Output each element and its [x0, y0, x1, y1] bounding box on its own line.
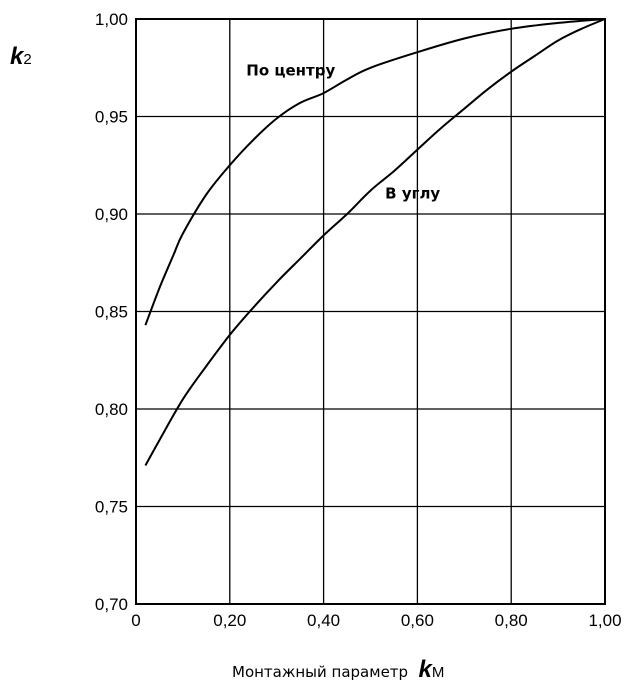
y-tick-label: 0,75	[95, 498, 128, 517]
x-tick-label: 0,40	[307, 611, 340, 630]
y-axis-label-var: k	[10, 43, 25, 70]
y-tick-label: 0,70	[95, 595, 128, 614]
x-tick-label: 0,20	[213, 611, 246, 630]
series-line	[144, 18, 606, 326]
series-layer	[144, 18, 606, 466]
series-label: По центру	[246, 62, 335, 80]
y-tick-label: 1,00	[95, 10, 128, 29]
grid	[135, 18, 606, 605]
x-axis-label-sub: М	[432, 664, 445, 681]
series-label: В углу	[385, 184, 440, 202]
x-tick-label: 0,80	[495, 611, 528, 630]
series-labels: По центру В углу	[246, 62, 440, 203]
y-axis-label-sub: 2	[23, 51, 31, 68]
x-axis-label: Монтажный параметр kМ	[232, 656, 444, 683]
x-axis-label-var: k	[419, 656, 434, 683]
plot-frame	[135, 18, 606, 605]
y-tick-label: 0,90	[95, 205, 128, 224]
series-line	[144, 18, 606, 466]
y-tick-labels: 0,70 0,75 0,80 0,85 0,90 0,95 1,00	[95, 10, 128, 614]
x-tick-labels: 0 0,20 0,40 0,60 0,80 1,00	[131, 611, 621, 630]
x-tick-label: 0,60	[401, 611, 434, 630]
x-tick-label: 0	[131, 611, 140, 630]
y-tick-label: 0,95	[95, 108, 128, 127]
y-axis-label: k2	[10, 43, 32, 70]
x-tick-label: 1,00	[588, 611, 621, 630]
x-axis-label-text: Монтажный параметр	[232, 663, 408, 681]
y-tick-label: 0,80	[95, 400, 128, 419]
y-tick-label: 0,85	[95, 303, 128, 322]
